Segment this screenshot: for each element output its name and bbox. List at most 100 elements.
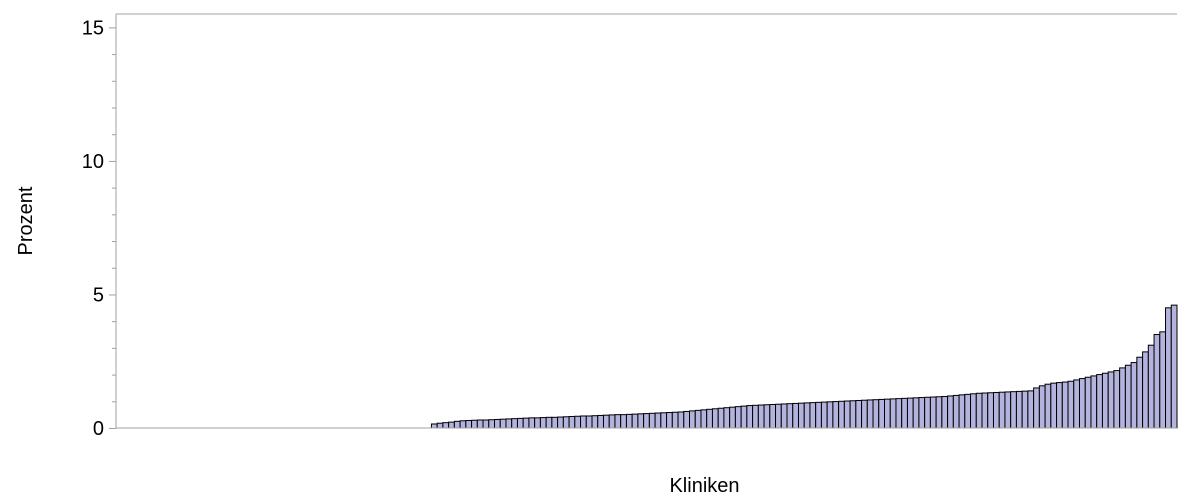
bar — [557, 416, 564, 429]
bar — [763, 404, 771, 429]
bar — [826, 401, 834, 429]
bar — [746, 405, 754, 429]
bar — [1136, 356, 1144, 429]
bar — [775, 403, 782, 429]
bar — [448, 421, 455, 429]
bar — [585, 415, 593, 429]
bar — [838, 400, 845, 429]
bar — [625, 413, 633, 429]
bar — [711, 408, 719, 429]
bar — [1073, 379, 1081, 429]
bar — [1084, 376, 1092, 429]
bar — [878, 398, 886, 429]
bar — [1044, 383, 1052, 429]
bar — [620, 414, 627, 429]
bar — [522, 417, 530, 429]
bar — [562, 416, 570, 429]
bar — [677, 411, 685, 429]
bar — [981, 392, 989, 429]
bar — [769, 404, 777, 429]
bar — [683, 410, 691, 429]
bar — [872, 399, 880, 429]
bar — [849, 400, 857, 429]
bar — [1050, 382, 1058, 429]
bar — [574, 415, 582, 429]
bar — [465, 420, 473, 429]
bar — [1113, 370, 1121, 429]
bar — [1079, 378, 1086, 429]
y-ticks-group: 0 5 10 15 — [82, 17, 116, 440]
bar — [1142, 351, 1149, 429]
bars-group — [430, 304, 1178, 429]
bar — [1107, 371, 1115, 429]
bar — [1090, 375, 1098, 429]
bar — [815, 401, 822, 429]
bar — [820, 401, 828, 429]
bar — [442, 422, 450, 429]
bar — [757, 404, 765, 429]
bar — [1124, 364, 1132, 429]
bar — [1061, 381, 1069, 429]
bar — [539, 417, 547, 429]
bar — [884, 398, 891, 429]
bar — [430, 423, 438, 429]
bar — [998, 391, 1006, 429]
bar — [637, 413, 645, 429]
bar — [505, 418, 513, 429]
bar — [912, 397, 920, 429]
bar — [654, 412, 662, 429]
bar — [935, 396, 943, 429]
bar — [648, 412, 656, 429]
y-tick-label: 15 — [82, 17, 104, 39]
bar — [941, 395, 949, 429]
bar — [861, 399, 868, 429]
bar — [643, 413, 650, 429]
bar — [924, 396, 931, 429]
bar — [689, 410, 696, 429]
bar — [797, 402, 805, 429]
bar — [597, 414, 604, 429]
bar — [1004, 391, 1012, 429]
bar — [987, 392, 994, 429]
bar — [1119, 367, 1126, 429]
bar — [545, 416, 553, 429]
bar — [832, 401, 840, 429]
bar — [1165, 307, 1172, 429]
bar — [591, 415, 599, 429]
bar — [964, 393, 972, 429]
bar — [494, 418, 501, 429]
bar — [1153, 334, 1161, 429]
bar — [499, 418, 507, 429]
bar — [1067, 380, 1075, 429]
bar — [1096, 374, 1103, 429]
bar — [666, 412, 673, 429]
y-tick-label: 5 — [93, 284, 104, 306]
bar — [752, 404, 759, 429]
bar — [471, 419, 478, 429]
bar — [906, 397, 914, 429]
bar — [488, 419, 496, 429]
bar — [895, 398, 903, 429]
bar — [528, 417, 536, 429]
bar — [1056, 382, 1063, 429]
bar — [717, 407, 725, 429]
bar — [929, 396, 937, 429]
bar — [734, 406, 742, 429]
bar — [866, 399, 874, 429]
bar — [614, 414, 622, 429]
y-tick-label: 0 — [93, 418, 104, 440]
bar — [631, 413, 639, 429]
bar — [1038, 385, 1046, 429]
bar — [958, 394, 966, 429]
bar — [706, 408, 713, 429]
bar — [918, 397, 926, 429]
bar — [1130, 362, 1138, 429]
bar — [1015, 390, 1023, 429]
bar — [671, 411, 679, 429]
bar — [809, 402, 817, 429]
bar — [729, 406, 736, 429]
bar — [792, 402, 799, 429]
bar — [694, 409, 702, 429]
